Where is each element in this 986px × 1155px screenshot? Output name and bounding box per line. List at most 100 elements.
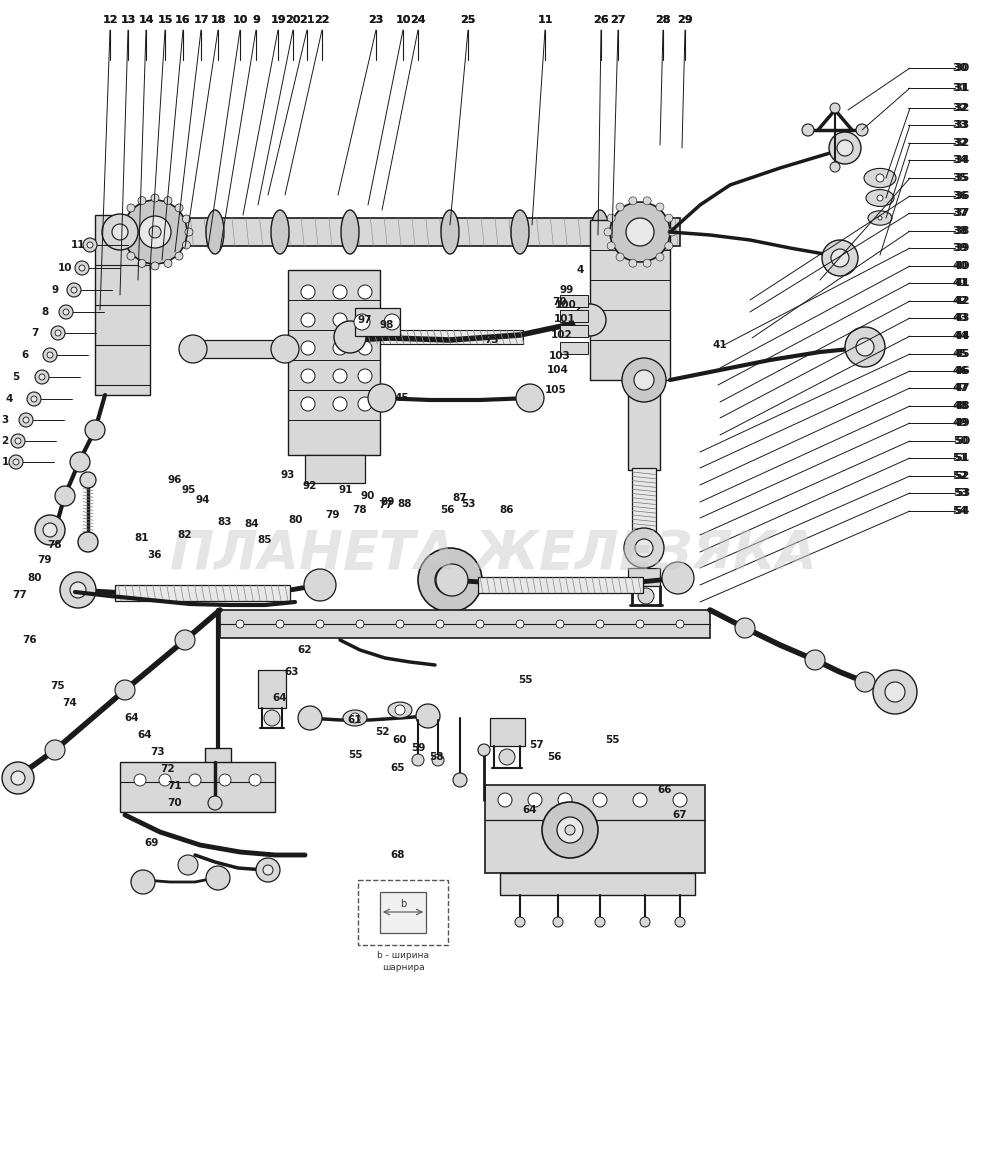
- Circle shape: [256, 858, 280, 882]
- Circle shape: [80, 472, 96, 489]
- Circle shape: [358, 368, 372, 383]
- Ellipse shape: [388, 702, 412, 718]
- Text: 2: 2: [1, 435, 9, 446]
- Circle shape: [219, 774, 231, 787]
- Circle shape: [358, 397, 372, 411]
- Circle shape: [31, 396, 37, 402]
- Ellipse shape: [441, 210, 459, 254]
- Text: 87: 87: [453, 493, 467, 502]
- Circle shape: [498, 793, 512, 807]
- Text: 73: 73: [151, 747, 166, 757]
- Ellipse shape: [343, 710, 367, 726]
- Text: 4: 4: [5, 394, 13, 404]
- Circle shape: [604, 228, 612, 236]
- Text: 20: 20: [285, 15, 301, 25]
- Text: 31: 31: [954, 83, 970, 94]
- Text: 21: 21: [299, 15, 315, 25]
- Circle shape: [515, 917, 525, 927]
- Text: 13: 13: [120, 15, 136, 25]
- Bar: [258, 670, 286, 708]
- Text: 33: 33: [954, 120, 970, 131]
- Text: 62: 62: [298, 644, 313, 655]
- Ellipse shape: [591, 210, 609, 254]
- Circle shape: [164, 196, 172, 204]
- Circle shape: [45, 740, 65, 760]
- Circle shape: [499, 748, 515, 765]
- Circle shape: [35, 515, 65, 545]
- Circle shape: [2, 762, 34, 793]
- Text: 36: 36: [954, 191, 970, 201]
- Circle shape: [528, 793, 542, 807]
- Circle shape: [301, 313, 315, 327]
- Text: 13: 13: [120, 15, 136, 25]
- Circle shape: [67, 283, 81, 297]
- Ellipse shape: [151, 210, 169, 254]
- Text: 30: 30: [952, 64, 968, 73]
- Circle shape: [595, 917, 605, 927]
- Text: 98: 98: [380, 320, 394, 330]
- Text: 81: 81: [135, 532, 149, 543]
- Circle shape: [622, 358, 666, 402]
- Text: 9: 9: [51, 285, 58, 295]
- Text: 44: 44: [952, 331, 968, 341]
- Text: 45: 45: [394, 393, 409, 403]
- Text: 99: 99: [560, 285, 574, 295]
- Circle shape: [70, 452, 90, 472]
- Text: 40: 40: [952, 261, 968, 271]
- Circle shape: [333, 397, 347, 411]
- Text: 28: 28: [656, 15, 670, 25]
- Circle shape: [182, 241, 190, 249]
- Circle shape: [676, 620, 684, 628]
- Text: 41: 41: [713, 340, 728, 350]
- Text: 54: 54: [954, 506, 970, 516]
- Circle shape: [436, 564, 468, 596]
- Circle shape: [333, 285, 347, 299]
- Circle shape: [831, 249, 849, 267]
- Text: 6: 6: [22, 350, 29, 360]
- Circle shape: [662, 562, 694, 594]
- Circle shape: [178, 855, 198, 875]
- Text: 26: 26: [594, 15, 608, 25]
- Circle shape: [39, 374, 45, 380]
- Circle shape: [11, 434, 25, 448]
- Circle shape: [333, 368, 347, 383]
- Text: 7: 7: [32, 328, 38, 338]
- Text: 21: 21: [299, 15, 315, 25]
- Text: 88: 88: [397, 499, 412, 509]
- Text: 47: 47: [952, 383, 968, 393]
- Circle shape: [301, 285, 315, 299]
- Circle shape: [558, 793, 572, 807]
- Text: 56: 56: [440, 505, 455, 515]
- Circle shape: [71, 286, 77, 293]
- Text: 32: 32: [954, 137, 970, 148]
- Circle shape: [358, 341, 372, 355]
- Text: 55: 55: [604, 735, 619, 745]
- Circle shape: [665, 214, 672, 222]
- Text: 52: 52: [375, 726, 389, 737]
- Bar: [305, 455, 365, 483]
- Circle shape: [249, 774, 261, 787]
- Text: 97: 97: [358, 315, 373, 325]
- Circle shape: [876, 174, 884, 182]
- Text: 16: 16: [176, 15, 191, 25]
- Circle shape: [358, 313, 372, 327]
- Bar: [95, 215, 150, 395]
- Text: 22: 22: [315, 15, 329, 25]
- Text: 102: 102: [551, 330, 573, 340]
- Text: 10: 10: [233, 15, 247, 25]
- Circle shape: [19, 413, 33, 427]
- Bar: [220, 610, 710, 638]
- Text: 29: 29: [677, 15, 693, 25]
- Text: 50: 50: [954, 435, 970, 446]
- Text: 45: 45: [954, 349, 970, 359]
- Circle shape: [829, 132, 861, 164]
- Circle shape: [138, 196, 146, 204]
- Text: 15: 15: [158, 15, 173, 25]
- Text: 54: 54: [952, 506, 968, 516]
- Circle shape: [607, 214, 615, 222]
- Text: 49: 49: [954, 418, 970, 429]
- Text: 83: 83: [218, 517, 233, 527]
- Text: 52: 52: [954, 471, 970, 480]
- Circle shape: [102, 214, 138, 249]
- Text: 53: 53: [460, 499, 475, 509]
